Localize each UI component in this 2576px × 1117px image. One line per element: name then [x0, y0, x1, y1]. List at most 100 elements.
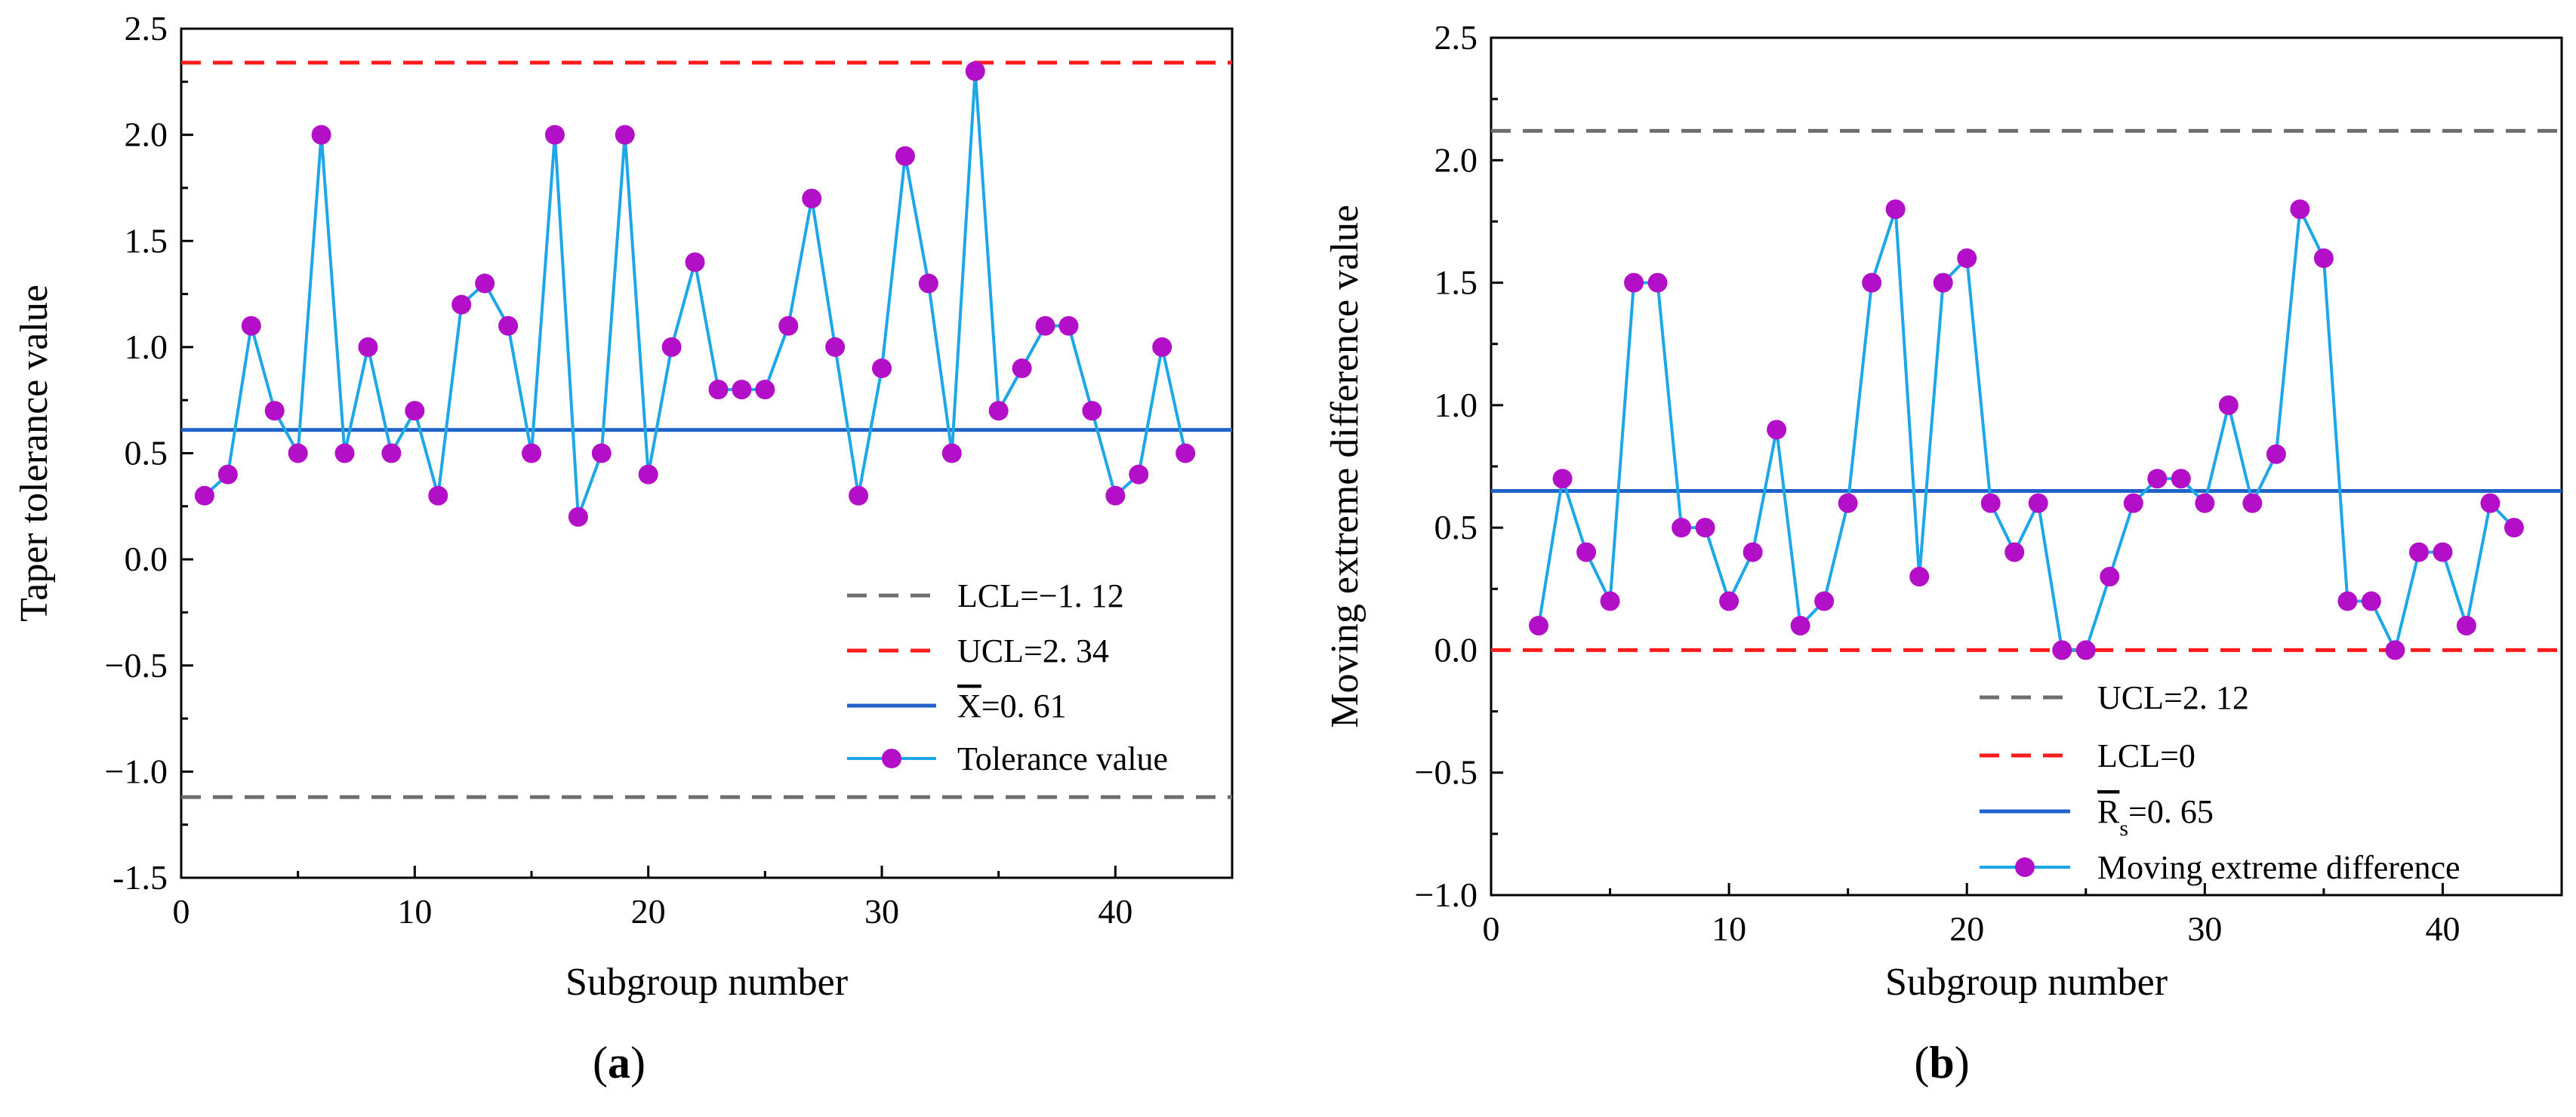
data-point [334, 443, 355, 463]
data-point [1695, 518, 1715, 538]
data-point [2504, 518, 2524, 538]
data-point [1647, 272, 1668, 293]
data-point [2052, 640, 2072, 660]
y-tick-label: 1.5 [125, 221, 168, 260]
data-point [2433, 542, 2453, 562]
legend-label-mean: Rs=0. 65 [2097, 793, 2214, 841]
data-point [2004, 542, 2025, 562]
data-point [2123, 493, 2143, 513]
y-tick-label: 0.5 [1434, 508, 1478, 546]
legend-marker-series [882, 749, 901, 768]
data-point [428, 485, 448, 506]
data-point [1909, 567, 1930, 587]
data-point [1933, 272, 1953, 293]
data-point [638, 464, 658, 485]
data-point [475, 273, 495, 294]
data-point [2195, 493, 2215, 513]
series-line [1537, 208, 2516, 652]
data-point [1719, 591, 1739, 611]
data-point [2075, 640, 2096, 660]
data-point [732, 380, 752, 400]
legend-label-mean: X=0. 61 [957, 688, 1067, 725]
data-point [451, 294, 472, 315]
y-axis-label: Moving extreme difference value [1323, 205, 1367, 728]
data-point [895, 146, 915, 166]
y-tick-label: −0.5 [1415, 753, 1478, 792]
data-point [2171, 469, 2191, 489]
data-point [544, 125, 565, 145]
y-tick-label: 1.5 [1434, 263, 1478, 302]
legend-label-ucl: UCL=2. 34 [957, 632, 1109, 669]
y-tick-label: −1.0 [105, 752, 168, 790]
data-point [241, 315, 261, 336]
data-point [825, 337, 846, 357]
data-point [615, 125, 635, 145]
x-tick-label: 20 [1949, 909, 1984, 948]
chart-panel-a: 0 10 20 30 40 -1.5 −1.0 −0.5 0.0 0.5 1.0 1.5 2.0 2.5 L… [13, 9, 1234, 1088]
data-point [849, 485, 869, 506]
y-tick-label: −0.5 [105, 646, 168, 685]
y-tick-label: 2.5 [125, 9, 168, 48]
data-point [755, 380, 775, 400]
data-point [2385, 640, 2405, 660]
data-point [1885, 199, 1906, 220]
y-tick-label: −1.0 [1415, 875, 1478, 914]
legend-marker-series [2015, 857, 2035, 877]
x-tick-label: 30 [864, 892, 899, 931]
legend-label-series: Tolerance value [957, 740, 1168, 777]
data-point [2313, 248, 2334, 269]
data-point [708, 380, 729, 400]
data-point [2456, 615, 2476, 635]
data-point [311, 125, 331, 145]
x-axis-label: Subgroup number [565, 961, 848, 1004]
data-point [1152, 337, 1172, 357]
data-point [685, 252, 705, 272]
data-point [1058, 315, 1079, 336]
y-tick-label: 2.0 [1434, 140, 1478, 179]
x-tick-label: 10 [397, 892, 432, 931]
data-point [288, 443, 308, 463]
data-point [522, 443, 541, 463]
y-tick-label: 0.0 [125, 540, 168, 578]
data-point [1838, 493, 1858, 513]
y-tick-label: 2.5 [1434, 18, 1478, 57]
x-axis-label: Subgroup number [1885, 961, 2168, 1004]
data-point [1742, 542, 1763, 562]
data-point [2147, 469, 2168, 489]
data-point [1082, 401, 1102, 421]
chart-panel-b: 0 10 20 30 40 −1.0 −0.5 0.0 0.5 1.0 1.5 2.0 2.5 UCL=2… [1323, 18, 2563, 1088]
data-point [2337, 591, 2358, 611]
y-tick-label: 2.0 [125, 115, 168, 154]
data-point [1957, 248, 1977, 269]
legend-label-ucl: UCL=2. 12 [2097, 679, 2249, 716]
legend-label-lcl: LCL=0 [2097, 737, 2195, 774]
data-point [941, 443, 962, 463]
data-point [802, 189, 822, 208]
data-point [1176, 443, 1196, 463]
data-point [1624, 272, 1644, 293]
data-point [1790, 615, 1810, 635]
data-point [568, 506, 588, 527]
data-point [194, 485, 214, 506]
data-point [358, 337, 378, 357]
y-tick-label: 1.0 [125, 328, 168, 366]
data-point [1105, 485, 1126, 506]
data-point [2100, 567, 2120, 587]
data-point [2028, 493, 2048, 513]
data-point [1672, 518, 1692, 538]
x-tick-label: 30 [2187, 909, 2222, 948]
data-point [1529, 615, 1549, 635]
data-point [2266, 444, 2286, 464]
data-point [1552, 469, 1573, 489]
data-point [217, 464, 238, 485]
data-point [2408, 542, 2429, 562]
x-tick-label: 20 [631, 892, 666, 931]
data-point [1035, 315, 1055, 336]
data-point [2290, 199, 2310, 220]
data-point [2242, 493, 2263, 513]
data-point [1129, 464, 1149, 485]
y-axis-label: Taper tolerance value [13, 285, 56, 622]
y-tick-label: 0.0 [1434, 630, 1478, 669]
x-tick-label: 0 [1483, 909, 1500, 948]
